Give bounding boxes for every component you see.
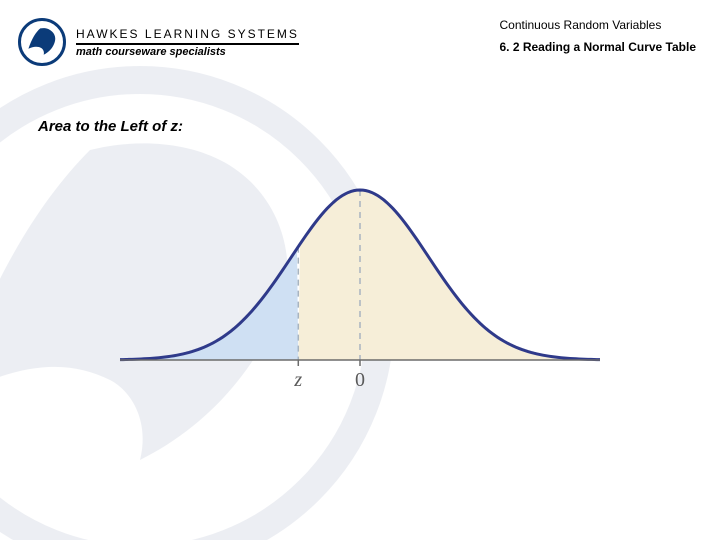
section-title: Area to the Left of z: xyxy=(38,118,183,135)
header-right: Continuous Random Variables 6. 2 Reading… xyxy=(499,18,696,54)
fill-right-of-z xyxy=(298,190,600,360)
axis-label-z: z xyxy=(293,369,302,391)
normal-curve-chart: z0 xyxy=(120,165,600,415)
header: HAWKES LEARNING SYSTEMS math courseware … xyxy=(0,18,720,66)
topic-label: Continuous Random Variables xyxy=(499,18,696,32)
axis-label-zero: 0 xyxy=(355,369,365,391)
section-label: 6. 2 Reading a Normal Curve Table xyxy=(499,40,696,54)
hawk-logo-icon xyxy=(18,18,66,66)
brand-text: HAWKES LEARNING SYSTEMS math courseware … xyxy=(76,27,299,58)
brand-line1: HAWKES LEARNING SYSTEMS xyxy=(76,27,299,45)
brand-line2: math courseware specialists xyxy=(76,45,299,58)
logo-block: HAWKES LEARNING SYSTEMS math courseware … xyxy=(18,18,299,66)
